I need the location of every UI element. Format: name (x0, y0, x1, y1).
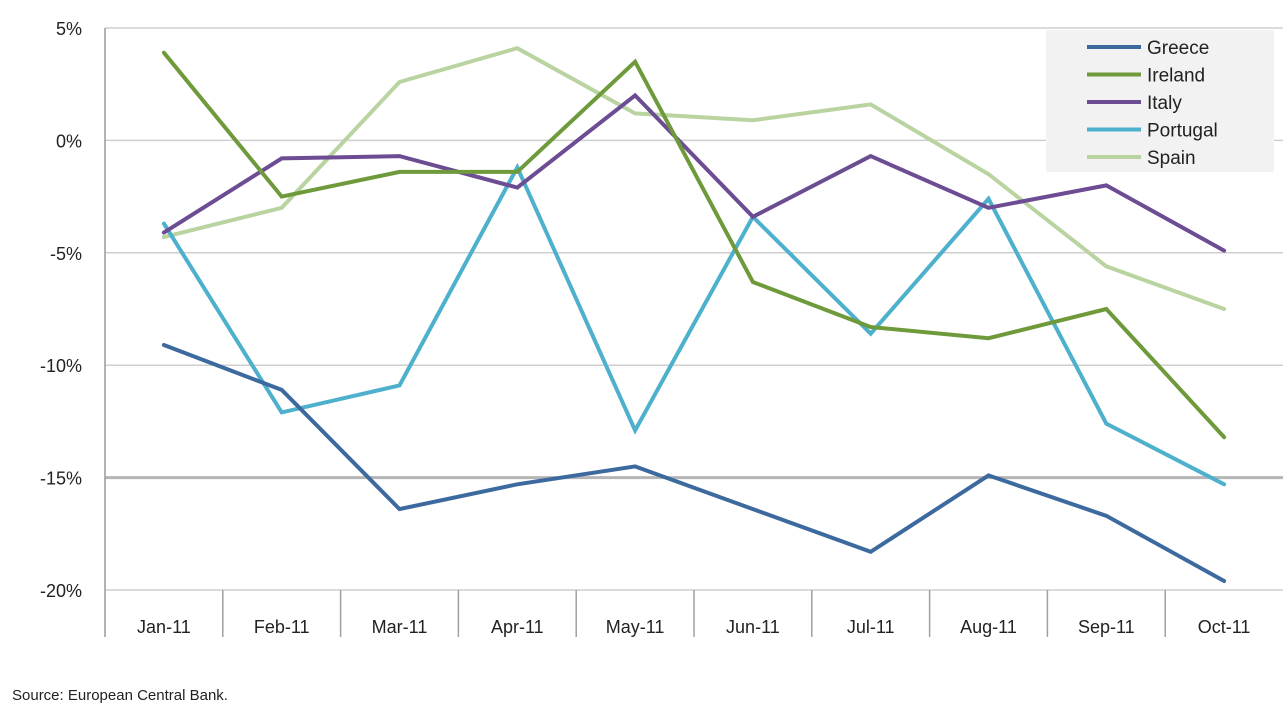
x-category-label: Feb-11 (254, 617, 310, 637)
legend-label-portugal: Portugal (1147, 121, 1218, 142)
legend-label-spain: Spain (1147, 148, 1196, 169)
x-category-label: Jun-11 (726, 617, 780, 637)
y-tick-label: -5% (50, 244, 82, 264)
legend-label-greece: Greece (1147, 38, 1209, 59)
y-tick-label: -20% (40, 581, 82, 601)
y-tick-label: -10% (40, 356, 82, 376)
source-note: Source: European Central Bank. (12, 687, 228, 704)
axes (104, 28, 1166, 637)
y-tick-label: 5% (56, 19, 82, 39)
series-line-portugal (161, 162, 1227, 487)
x-axis-categories: Jan-11 Feb-11 Mar-11 Apr-11 May-11 Jun-11 Jul-… (137, 617, 1250, 637)
x-category-label: Aug-11 (960, 617, 1017, 637)
series-line-italy (161, 92, 1227, 253)
y-tick-label: 0% (56, 131, 82, 151)
series-lines (161, 46, 1227, 583)
legend: Greece Ireland Italy Portugal Spain (1046, 30, 1274, 172)
x-category-label: Jul-11 (847, 617, 895, 637)
y-axis-ticks: 5% 0% -5% -10% -15% -20% (40, 19, 82, 601)
series-line-ireland (161, 50, 1227, 440)
legend-label-ireland: Ireland (1147, 66, 1205, 87)
y-tick-label: -15% (40, 469, 82, 489)
x-category-label: Oct-11 (1198, 617, 1251, 637)
x-category-label: Sep-11 (1078, 617, 1135, 637)
series-line-spain (161, 46, 1227, 311)
legend-box (1046, 30, 1274, 172)
x-category-label: Apr-11 (491, 617, 544, 637)
legend-label-italy: Italy (1147, 93, 1182, 114)
x-category-label: May-11 (606, 617, 665, 637)
x-category-label: Mar-11 (372, 617, 428, 637)
x-category-label: Jan-11 (137, 617, 191, 637)
series-line-greece (161, 343, 1227, 583)
